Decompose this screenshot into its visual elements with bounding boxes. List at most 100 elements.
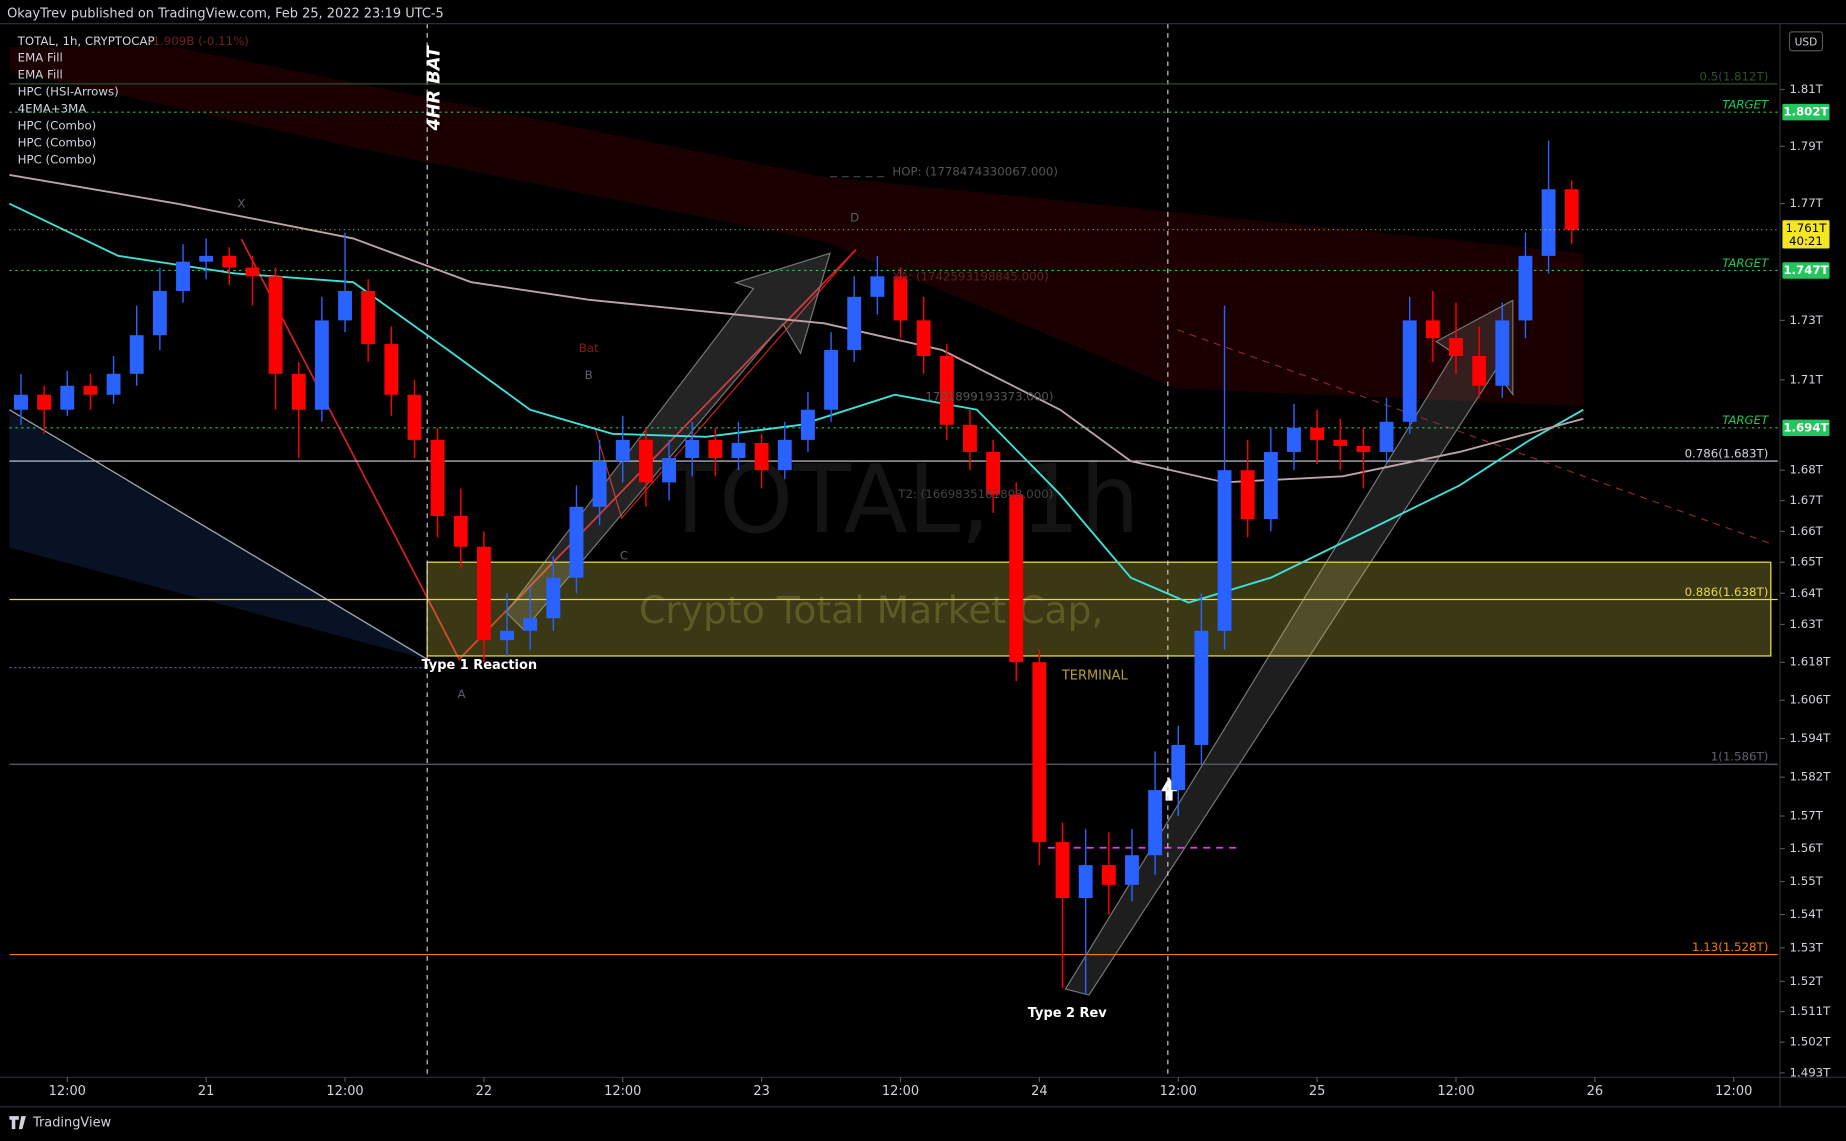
candle-body [1263,451,1278,520]
indicator-list: EMA Fill EMA Fill HPC (HSI-Arrows) 4EMA+3MA… [18,50,119,166]
y-tick-label: 1.77T [1789,196,1823,210]
moving-average [9,173,1584,484]
candle-body [1148,790,1163,856]
candle-body [222,255,237,268]
x-tick-label: 12:00 [882,1084,919,1099]
candle-body [546,577,561,619]
indicator-name: HPC (Combo) [18,136,97,150]
candle-body [430,439,445,516]
candle-body [129,335,144,374]
y-tick-label: 1.68T [1789,463,1823,477]
candle-body [662,458,677,483]
y-tick-label: 1.71T [1789,372,1823,386]
x-tick-label: 25 [1309,1084,1325,1099]
x-tick-label: 12:00 [604,1084,641,1099]
annotation: 1701899193373.000) [925,389,1053,403]
candle-body [291,373,306,410]
currency-box[interactable] [1788,31,1824,52]
y-tick-label: 1.594T [1789,731,1831,745]
y-tick-label: 1.73T [1789,313,1823,327]
y-tick-label: 1.493T [1789,1065,1831,1079]
level-label: TARGET [1722,413,1769,427]
price-badge [1782,419,1830,437]
candle-body [1171,744,1186,791]
indicator-name: EMA Fill [18,67,63,81]
candle-body [60,385,75,410]
y-tick-label: 1.618T [1789,655,1831,669]
candle-body [800,409,815,440]
y-tick-label: 1.65T [1789,555,1823,569]
candle-body [1379,421,1394,452]
y-tick-label: 1.511T [1789,1004,1831,1018]
candle-body [1009,494,1024,663]
indicator-name: HPC (Combo) [18,153,97,167]
candle-body [1310,427,1325,440]
candle-body [638,439,653,483]
point-label: D [850,210,859,224]
candle-body [708,439,723,459]
x-tick-label: 12:00 [326,1084,363,1099]
point-label: X [237,196,245,210]
point-label: C [620,548,628,562]
indicator-name: HPC (Combo) [18,119,97,133]
candle-body [893,276,908,321]
candle-body [1564,189,1579,230]
pattern-name: Bat [579,341,599,355]
candle-body [453,515,468,547]
candle-body [384,344,399,395]
candle-body [152,290,167,336]
candle-body [1078,865,1093,899]
candle-body [1518,255,1533,321]
x-tick-label: 12:00 [1160,1084,1197,1099]
publisher: OkayTrev published on TradingView.com, F… [7,7,444,22]
candle-body [870,276,885,297]
candle-body [1333,439,1348,446]
currency[interactable]: USD [1795,36,1818,48]
y-tick-label: 1.63T [1789,617,1823,631]
level-label: 0.5(1.812T) [1700,69,1769,83]
candle-body [268,276,283,374]
y-tick-label: 1.53T [1789,940,1823,954]
price-change: -1.909B (-0.11%) [148,34,249,48]
candle-body [106,373,121,395]
candle-body [963,424,977,452]
x-tick-label: 12:00 [1437,1084,1474,1099]
x-tick-label: 22 [476,1084,492,1099]
level-label: 1.13(1.528T) [1692,940,1768,954]
candle-body [754,442,769,471]
candle-body [1495,320,1510,386]
annotation: Type 2 Rev [1028,1006,1108,1021]
y-tick-label: 1.54T [1789,907,1823,921]
indicator-name: 4EMA+3MA [18,101,87,115]
y-tick-label: 1.606T [1789,693,1831,707]
candle-body [1125,855,1139,885]
annotation: T2: (1669835181803.000) [897,487,1053,501]
dashed-line [1177,329,1773,545]
candle-body [847,296,862,351]
arrow-icon [1160,777,1178,801]
candle-body [986,451,1001,495]
candle-body [777,439,792,471]
candle-body [338,290,352,321]
annotation: HOP: (1778474330067.000) [892,164,1058,178]
candle-body [361,290,376,345]
candle-body [1055,842,1070,899]
level-label: 1(1.586T) [1711,750,1769,764]
price-badge [1782,262,1830,279]
x-tick-label: 23 [753,1084,769,1099]
y-tick-label: 1.66T [1789,524,1823,538]
pattern-line [240,238,857,661]
indicator-name: EMA Fill [18,50,63,64]
y-tick-label: 1.64T [1789,586,1823,600]
level-label: TARGET [1722,98,1769,112]
watermark: TOTAL, 1h [661,446,1140,555]
y-tick-label: 1.81T [1789,82,1823,96]
y-tick-label: 1.582T [1789,770,1831,784]
logo [9,1116,26,1130]
candle-body [824,350,839,410]
candle-body [407,394,422,440]
candle-body [523,618,538,631]
candle-body [939,355,954,425]
